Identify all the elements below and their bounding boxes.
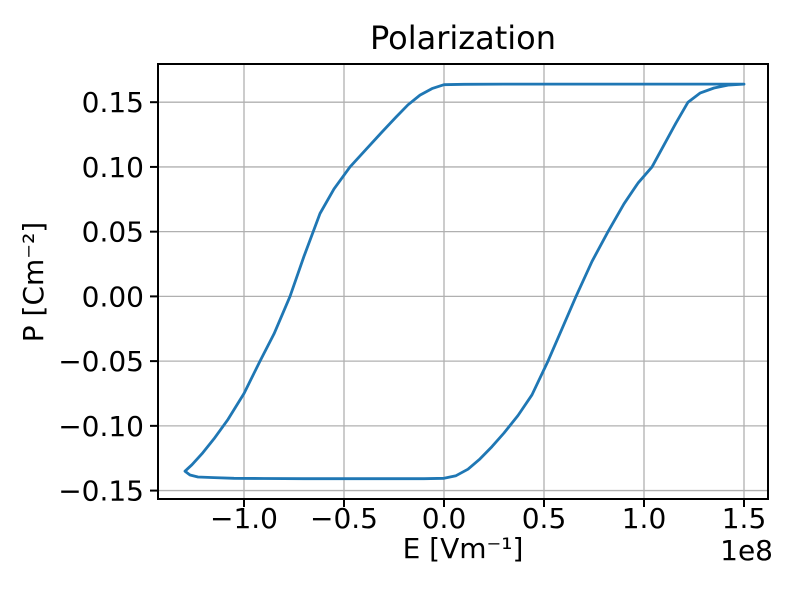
- x-axis-label: E [Vm⁻¹]: [402, 532, 524, 565]
- x-tick-label: 0.0: [422, 502, 467, 535]
- x-tick-label: −1.0: [210, 502, 278, 535]
- y-axis-label: P [Cm⁻²]: [16, 221, 50, 343]
- x-axis-offset-text: 1e8: [720, 534, 773, 567]
- x-tick-label: 1.0: [622, 502, 667, 535]
- x-tick-label: 0.5: [522, 502, 567, 535]
- hysteresis-curve: [183, 82, 746, 481]
- plot-border: [157, 63, 769, 500]
- x-tick-label: −0.5: [310, 502, 378, 535]
- x-tick-label: 1.5: [722, 502, 767, 535]
- y-tick-label: 0.05: [82, 216, 144, 249]
- y-tick-label: −0.05: [58, 345, 144, 378]
- y-tick-label: −0.10: [58, 410, 144, 443]
- y-tick-label: −0.15: [58, 475, 144, 508]
- y-tick-label: 0.15: [82, 86, 144, 119]
- y-tick-label: 0.10: [82, 151, 144, 184]
- y-tick-label: 0.00: [82, 280, 144, 313]
- chart-title: Polarization: [370, 19, 556, 57]
